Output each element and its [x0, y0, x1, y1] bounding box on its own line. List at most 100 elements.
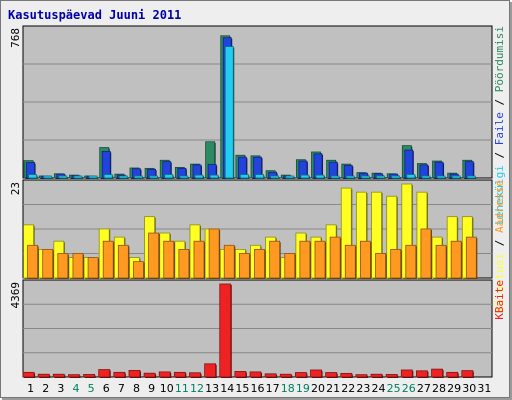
x-tick-label: 26	[402, 382, 416, 395]
x-tick-label: 21	[326, 382, 340, 395]
bar	[254, 248, 265, 279]
legend-item: KBaite	[493, 280, 506, 320]
bar	[420, 228, 432, 279]
bar	[360, 240, 371, 279]
bar	[325, 372, 338, 378]
x-tick-label: 29	[447, 382, 461, 395]
bar	[43, 175, 53, 179]
y-max-label: 768	[9, 28, 22, 48]
x-tick-label: 23	[356, 382, 370, 395]
bar	[361, 175, 370, 179]
x-tick-label: 9	[148, 382, 155, 395]
x-tick-label: 28	[432, 382, 446, 395]
chart-panels: 768 23 4369	[9, 25, 493, 378]
bar	[238, 253, 250, 279]
bar	[285, 175, 295, 179]
bar	[465, 236, 477, 279]
bar	[370, 373, 383, 378]
bar	[73, 175, 83, 179]
bar	[178, 248, 190, 279]
bar	[193, 240, 205, 279]
bar	[400, 369, 413, 378]
bar	[406, 174, 416, 179]
bar	[72, 253, 84, 279]
bar	[270, 175, 280, 179]
panel-1: 768	[9, 25, 493, 180]
bar	[158, 371, 171, 378]
bar	[224, 46, 234, 179]
x-tick-label: 3	[57, 382, 64, 395]
bar	[300, 174, 310, 179]
bar	[42, 248, 54, 279]
legend-item: Lehekülgi	[493, 165, 506, 225]
bar	[466, 175, 476, 179]
bar	[118, 175, 128, 179]
x-tick-label: 5	[88, 382, 95, 395]
bar	[385, 374, 398, 378]
bar	[390, 248, 402, 279]
legend-item: Pöördumisi	[493, 26, 506, 92]
legend-2: Külastusi / Aadresse	[493, 180, 506, 312]
bar	[57, 253, 69, 279]
x-tick-label: 25	[387, 382, 401, 395]
bar	[163, 240, 175, 279]
bar	[148, 232, 159, 279]
bar	[219, 283, 232, 378]
bar	[134, 175, 143, 179]
bar	[189, 372, 201, 378]
bar	[208, 228, 220, 279]
bar	[450, 240, 462, 279]
bar	[294, 372, 307, 378]
bar	[376, 175, 385, 179]
bar	[52, 373, 65, 378]
bar	[164, 174, 174, 179]
bar	[446, 371, 459, 378]
bar	[375, 253, 386, 279]
bar	[461, 370, 474, 378]
bar	[264, 373, 277, 378]
bar	[340, 372, 353, 378]
x-tick-label: 2	[42, 382, 49, 395]
panel-2: 23	[9, 179, 493, 279]
bar	[179, 175, 189, 179]
bar	[83, 374, 95, 378]
bar	[204, 363, 217, 378]
legend-item: Külastusi	[493, 253, 506, 313]
bar	[435, 244, 447, 279]
bar	[143, 372, 156, 378]
x-tick-label: 6	[103, 382, 110, 395]
bar	[128, 370, 141, 378]
bar	[255, 174, 264, 179]
bar	[451, 175, 461, 179]
bar	[68, 374, 80, 378]
bar	[355, 374, 368, 378]
bar	[330, 175, 340, 179]
legend-1: Lehekülgi / Faile / Pöördumisi	[493, 26, 506, 225]
bar	[314, 240, 326, 279]
bar	[28, 174, 37, 179]
x-tick-label: 31	[477, 382, 491, 395]
x-tick-label: 13	[205, 382, 219, 395]
series-2-2	[27, 228, 478, 279]
x-tick-label: 30	[462, 382, 476, 395]
bar	[239, 174, 249, 179]
bar	[249, 371, 262, 378]
bar	[133, 261, 144, 279]
bar	[431, 368, 443, 378]
bar	[194, 174, 204, 179]
bar	[464, 161, 474, 179]
x-tick-label: 15	[235, 382, 249, 395]
series-1-3	[28, 46, 477, 179]
bar	[102, 240, 114, 279]
x-tick-label: 11	[175, 382, 189, 395]
bar	[405, 244, 417, 279]
bar	[344, 244, 356, 279]
legend-3: KBaite	[493, 280, 506, 320]
x-tick-label: 27	[417, 382, 431, 395]
x-tick-label: 12	[190, 382, 204, 395]
bar	[436, 175, 446, 179]
bar	[269, 240, 281, 279]
x-tick-label: 8	[133, 382, 140, 395]
bar	[209, 174, 219, 179]
bar	[101, 151, 111, 179]
